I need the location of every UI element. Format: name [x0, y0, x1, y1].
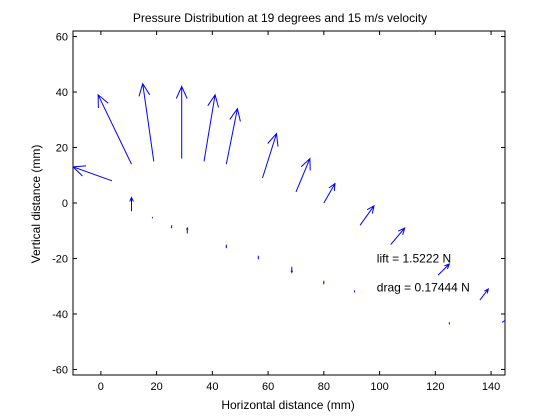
annotation-text: drag = 0.17444 N — [377, 281, 470, 295]
y-tick-label: -40 — [52, 309, 68, 321]
x-tick-label: 100 — [370, 381, 388, 393]
y-tick-label: 0 — [62, 198, 68, 210]
y-tick-label: 40 — [56, 87, 68, 99]
pressure-arrow — [73, 165, 113, 182]
x-tick-label: 140 — [482, 381, 500, 393]
pressure-arrow — [262, 132, 279, 179]
y-tick-label: 60 — [56, 32, 68, 44]
arrow-group — [73, 82, 505, 326]
x-tick-label: 120 — [426, 381, 444, 393]
pressure-arrow — [225, 107, 241, 165]
pressure-arrow — [437, 263, 451, 276]
pressure-arrow — [203, 93, 219, 162]
pressure-arrow — [501, 319, 505, 323]
pressure-arrow — [129, 196, 134, 212]
x-tick-label: 0 — [98, 381, 104, 393]
y-axis-label: Vertical distance (mm) — [29, 145, 43, 264]
pressure-arrow — [323, 280, 325, 285]
pressure-arrow — [359, 204, 375, 226]
annotation-text: lift = 1.5222 N — [377, 251, 451, 265]
pressure-arrow — [225, 244, 228, 249]
y-tick-label: -60 — [52, 364, 68, 376]
y-tick-label: 20 — [56, 143, 68, 155]
x-tick-label: 80 — [318, 381, 330, 393]
pressure-arrow — [138, 82, 155, 162]
pressure-arrow — [479, 288, 490, 301]
pressure-arrow — [170, 225, 173, 229]
pressure-arrow — [186, 226, 189, 234]
pressure-arrow — [257, 255, 260, 260]
plot-area: 0 20 40 60 80 100 120 140 -60 -40 -20 0 20 40 60 lift =… — [52, 30, 506, 393]
pressure-arrow — [97, 93, 132, 165]
pressure-arrow — [290, 266, 293, 274]
x-tick-label: 40 — [206, 381, 218, 393]
y-tick-label: -20 — [52, 253, 68, 265]
pressure-arrow — [323, 182, 336, 204]
chart-title: Pressure Distribution at 19 degrees and … — [133, 11, 427, 25]
x-tick-label: 20 — [150, 381, 162, 393]
x-axis-label: Horizontal distance (mm) — [221, 398, 354, 412]
pressure-arrow — [390, 227, 406, 245]
x-tick-label: 60 — [262, 381, 274, 393]
pressure-arrow — [175, 85, 188, 159]
pressure-arrow — [295, 157, 311, 193]
